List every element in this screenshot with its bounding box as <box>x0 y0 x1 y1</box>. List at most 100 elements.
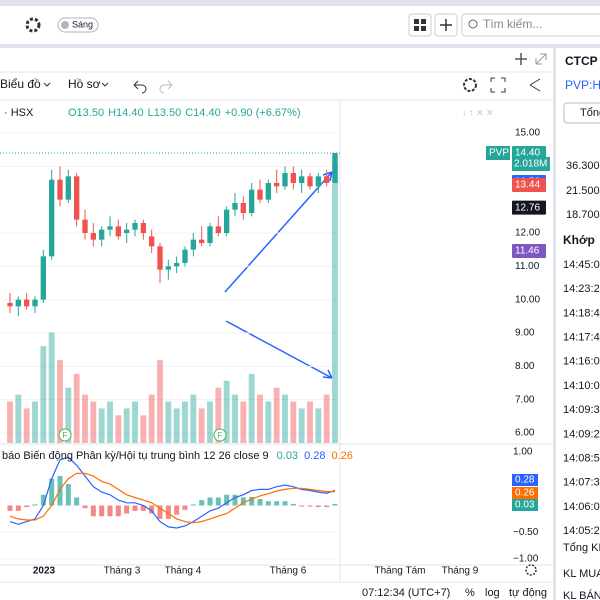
candle-body <box>257 189 263 200</box>
volume-bar <box>323 394 330 443</box>
company: CTCP <box>565 54 598 68</box>
undo-icon[interactable] <box>133 80 147 94</box>
macd-histogram-bar <box>274 501 280 506</box>
y-tick-label: −1.00 <box>513 554 539 565</box>
candle-body <box>290 173 296 183</box>
price-tag <box>512 178 546 192</box>
expand-icon[interactable] <box>535 53 547 65</box>
theme-toggle[interactable] <box>57 17 99 33</box>
candle-body <box>232 203 238 210</box>
volume-bar <box>48 332 55 443</box>
macd-histogram-bar <box>232 494 238 506</box>
macd-legend-value: 0.03 <box>277 450 298 462</box>
plus-icon <box>440 19 452 31</box>
candle-body <box>249 189 255 213</box>
candle-body <box>40 256 46 300</box>
profile-menu[interactable]: Hồ sơ <box>68 77 101 91</box>
candle-body <box>215 226 221 233</box>
candle-body <box>190 239 196 250</box>
price: 21.500 <box>566 185 600 197</box>
settings-icon[interactable] <box>463 78 477 92</box>
macd-legend-value: 0.28 <box>304 450 325 462</box>
chevron <box>43 82 51 87</box>
event-marker[interactable] <box>58 428 72 442</box>
macd-histogram-bar <box>265 501 271 506</box>
search-icon <box>468 19 478 29</box>
volume-bar <box>132 401 138 443</box>
candle-body <box>165 266 171 270</box>
candle-body <box>307 176 313 187</box>
plot: 15.0014.0012.0011.0010.009.008.007.006.0… <box>0 128 550 565</box>
macd-histogram-bar <box>74 497 80 506</box>
percent-toggle[interactable]: % <box>465 587 475 599</box>
candle-body <box>282 173 288 187</box>
volume-bar <box>282 394 288 443</box>
toggle-knob <box>61 21 69 29</box>
event-markers: F F <box>58 428 227 442</box>
add-chart-icon[interactable] <box>515 53 527 65</box>
trade-time: 14:09:2 <box>563 428 600 440</box>
trade-time: 14:07:3 <box>563 477 600 489</box>
total-button[interactable] <box>563 102 600 124</box>
share-icon[interactable] <box>529 78 541 92</box>
ohlc-legend: O13.50 H14.40 L13.50 C14.40 +0.90 (+6.67%) <box>68 107 301 119</box>
candle-body <box>7 303 13 307</box>
chevron <box>101 82 109 87</box>
volume-bar <box>115 415 122 443</box>
macd-tag-label: 0.03 <box>515 500 535 511</box>
auto-toggle[interactable]: tự động <box>509 587 547 599</box>
candle-body <box>15 299 21 307</box>
macd-histogram-bar <box>224 494 230 506</box>
volume-bar <box>148 394 155 443</box>
candle-body <box>224 209 230 233</box>
volume-bar <box>140 415 147 443</box>
axis-settings[interactable] <box>525 564 537 576</box>
macd-histogram-bar <box>215 497 221 506</box>
fullscreen-icon[interactable] <box>490 77 506 93</box>
legend-value: H14.40 <box>108 107 143 119</box>
log-toggle[interactable]: log <box>485 587 500 599</box>
macd-histogram-bar <box>99 505 105 517</box>
trend-arrow <box>225 320 333 379</box>
macd-histogram-bar <box>190 504 196 506</box>
volume-bar <box>90 401 97 443</box>
x-tick-label: Tháng 9 <box>442 566 479 577</box>
price-tag-label: 12.76 <box>515 202 540 213</box>
volume-bar <box>40 346 47 443</box>
redo-icon[interactable] <box>159 80 173 94</box>
macd-tag-label: 0.26 <box>515 488 535 499</box>
volume-bar <box>215 387 222 443</box>
macd-histogram-bar <box>107 505 113 517</box>
volume-bar <box>7 401 13 443</box>
macd-histogram-bar <box>132 505 138 511</box>
event-marker[interactable] <box>213 428 227 442</box>
settings-icon[interactable] <box>25 17 41 33</box>
y-tick-label: 11.00 <box>515 261 540 272</box>
macd-histogram-bar <box>140 505 146 511</box>
volume-bar <box>157 360 163 443</box>
macd-tag <box>512 499 538 511</box>
trade-time: 14:08:5 <box>563 453 600 465</box>
candle-body <box>140 223 146 233</box>
layout-button[interactable] <box>408 13 432 37</box>
price-tag-label: 11.46 <box>515 246 540 257</box>
candle-body <box>24 299 30 307</box>
search-box[interactable] <box>461 13 600 37</box>
macd-histogram-bar <box>249 496 255 506</box>
chart-menu[interactable]: Biểu đồ <box>0 77 41 91</box>
volume-bar <box>107 401 113 443</box>
volume-bar <box>23 408 30 443</box>
button-label: Tổng <box>580 107 600 119</box>
macd-histogram-bar <box>115 505 121 517</box>
volume-bar <box>248 373 255 443</box>
x-tick-label: Tháng 6 <box>270 566 307 577</box>
y-tick-label: 12.00 <box>515 228 540 239</box>
y-tick-label: 6.00 <box>515 428 535 439</box>
volume-bar <box>165 401 172 443</box>
candle-body <box>240 203 246 213</box>
top-strip <box>0 0 600 6</box>
pane-controls[interactable]: ↓ ↑ ⨯ ⨯ <box>462 107 494 117</box>
macd-histogram-bar <box>90 505 96 517</box>
symbol[interactable]: PVP:H <box>565 78 600 92</box>
legend-value: C14.40 <box>185 107 220 119</box>
